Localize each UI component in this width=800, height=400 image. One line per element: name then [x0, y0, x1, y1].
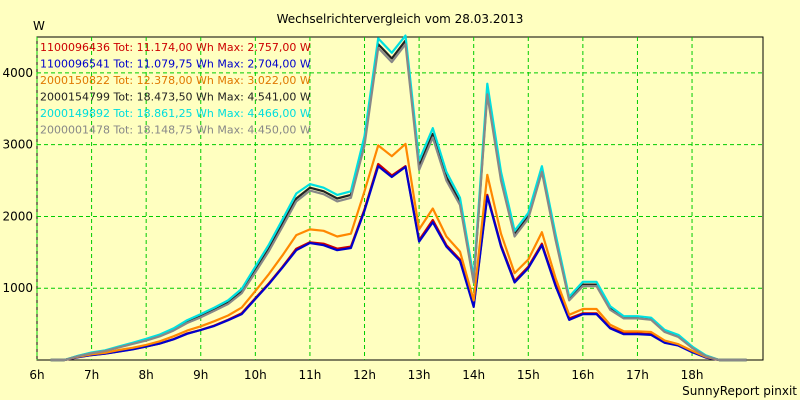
x-tick-label: 13h: [408, 368, 431, 382]
x-tick-label: 10h: [244, 368, 267, 382]
y-tick-label: 4000: [2, 66, 33, 80]
legend-entry: 1100096436 Tot: 11.174,00 Wh Max: 2.757,…: [40, 41, 311, 54]
x-tick-label: 15h: [517, 368, 540, 382]
series-line-2000149892: [50, 34, 747, 362]
y-axis-ticks: 1000 2000 3000 4000: [2, 66, 33, 295]
y-tick-label: 1000: [2, 281, 33, 295]
x-tick-label: 18h: [681, 368, 704, 382]
x-tick-label: 9h: [193, 368, 208, 382]
legend-entry: 2000001478 Tot: 18.148,75 Wh Max: 4.450,…: [40, 124, 311, 137]
legend-entry: 2000149892 Tot: 18.861,25 Wh Max: 4.466,…: [40, 107, 311, 120]
x-tick-label: 16h: [571, 368, 594, 382]
series-line-2000001478: [50, 43, 747, 362]
series-line-1100096541: [50, 165, 747, 362]
chart-title: Wechselrichtervergleich vom 28.03.2013: [277, 12, 524, 26]
series-line-2000150822: [50, 142, 747, 362]
footer-credit: SunnyReport pinxit: [682, 384, 797, 398]
plot-area: [36, 36, 764, 361]
y-tick-label: 2000: [2, 209, 33, 223]
x-tick-label: 6h: [29, 368, 44, 382]
y-axis-unit: W: [33, 19, 45, 33]
x-tick-label: 14h: [462, 368, 485, 382]
legend: 1100096436 Tot: 11.174,00 Wh Max: 2.757,…: [40, 41, 311, 137]
y-tick-label: 3000: [2, 138, 33, 152]
legend-entry: 2000154799 Tot: 18.473,50 Wh Max: 4.541,…: [40, 91, 311, 104]
x-tick-label: 7h: [84, 368, 99, 382]
x-tick-label: 11h: [298, 368, 321, 382]
x-tick-label: 12h: [353, 368, 376, 382]
x-axis-ticks: 6h 7h 8h 9h 10h 11h 12h 13h 14h 15h 16h 17h 18h: [29, 368, 703, 382]
series-lines: [50, 34, 747, 362]
legend-entry: 1100096541 Tot: 11.079,75 Wh Max: 2.704,…: [40, 58, 311, 71]
legend-entry: 2000150822 Tot: 12.378,00 Wh Max: 3.022,…: [40, 74, 311, 87]
x-tick-label: 17h: [626, 368, 649, 382]
x-tick-label: 8h: [139, 368, 154, 382]
